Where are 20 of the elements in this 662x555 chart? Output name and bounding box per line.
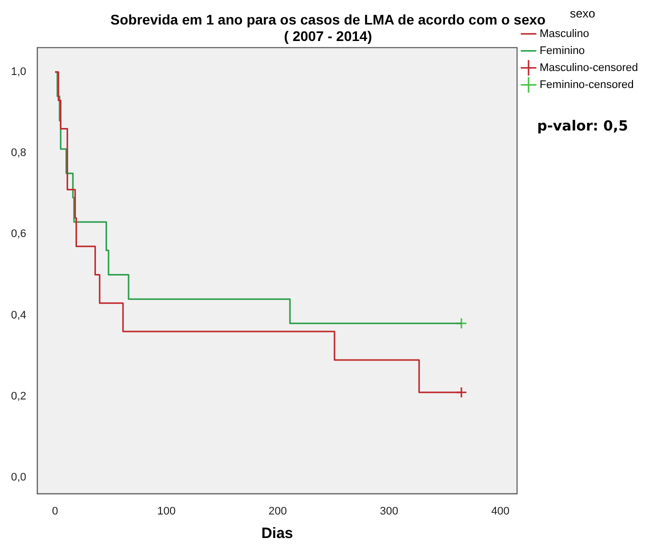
legend-label: Masculino-censored <box>540 62 638 74</box>
y-tick-label: 0,8 <box>10 147 26 160</box>
x-tick-label: 0 <box>52 505 58 518</box>
y-tick-label: 0,0 <box>10 472 26 484</box>
text: p-valor: 0,5 <box>537 118 628 134</box>
chart-subtitle: ( 2007 - 2014) <box>284 28 372 44</box>
y-tick-label: 0,2 <box>10 390 26 402</box>
x-tick-label: 200 <box>268 505 287 518</box>
x-tick-label: 300 <box>380 505 398 518</box>
y-tick-label: 0,6 <box>10 228 26 240</box>
x-axis-title: Dias <box>261 525 294 542</box>
chart-title: Sobrevida em 1 ano para os casos de LMA de acordo com o sexo <box>110 11 546 28</box>
legend-title: sexo <box>570 6 596 20</box>
y-tick-label: 0,4 <box>10 309 26 322</box>
legend-label: Feminino <box>540 44 585 57</box>
x-tick-label: 100 <box>157 505 176 518</box>
legend-label: Masculino <box>540 28 590 40</box>
y-tick-label: 1,0 <box>10 66 26 78</box>
x-tick-label: 400 <box>491 505 510 518</box>
legend-label: Feminino-censored <box>540 78 634 91</box>
